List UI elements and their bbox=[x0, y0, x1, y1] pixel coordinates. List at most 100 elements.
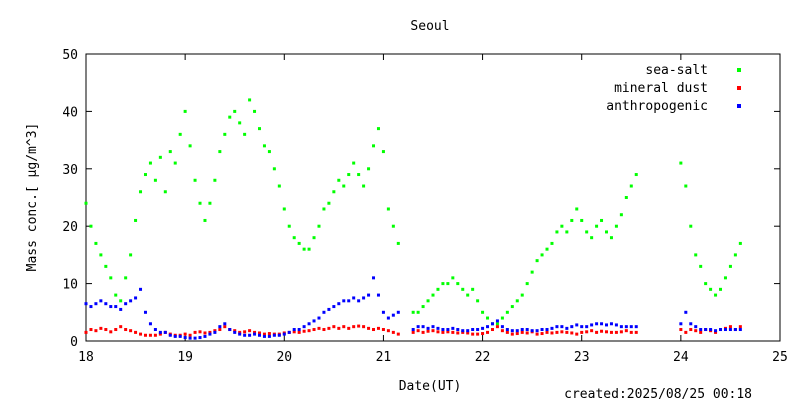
series-layer bbox=[84, 98, 742, 340]
data-point bbox=[104, 328, 108, 332]
data-point bbox=[510, 332, 514, 336]
data-point bbox=[575, 323, 579, 327]
data-point bbox=[362, 184, 366, 188]
data-point bbox=[634, 173, 638, 177]
data-point bbox=[342, 184, 346, 188]
data-point bbox=[441, 282, 445, 286]
x-axis-title: Date(UT) bbox=[399, 379, 462, 394]
data-point bbox=[733, 328, 737, 332]
data-point bbox=[446, 282, 450, 286]
data-point bbox=[694, 329, 698, 333]
data-point bbox=[694, 253, 698, 257]
data-point bbox=[451, 326, 455, 330]
data-point bbox=[714, 293, 718, 297]
data-point bbox=[243, 333, 247, 337]
data-point bbox=[243, 330, 247, 334]
data-point bbox=[248, 333, 252, 337]
data-point bbox=[694, 325, 698, 329]
data-point bbox=[94, 302, 98, 306]
data-point bbox=[327, 326, 331, 330]
data-point bbox=[679, 161, 683, 165]
data-point bbox=[253, 330, 257, 334]
data-point bbox=[104, 302, 108, 306]
data-point bbox=[684, 184, 688, 188]
data-point bbox=[312, 236, 316, 240]
data-point bbox=[714, 330, 718, 334]
data-point bbox=[267, 332, 271, 336]
data-point bbox=[431, 325, 435, 329]
data-point bbox=[218, 150, 222, 154]
data-point bbox=[600, 218, 604, 222]
data-point bbox=[223, 322, 227, 326]
data-point bbox=[168, 333, 172, 337]
data-point bbox=[272, 167, 276, 171]
data-point bbox=[381, 150, 385, 154]
data-point bbox=[396, 310, 400, 314]
data-point bbox=[218, 325, 222, 329]
data-point bbox=[307, 247, 311, 251]
data-point bbox=[505, 328, 509, 332]
data-point bbox=[297, 330, 301, 334]
data-point bbox=[495, 325, 499, 329]
data-point bbox=[158, 330, 162, 334]
data-point bbox=[277, 333, 281, 337]
data-point bbox=[446, 330, 450, 334]
data-point bbox=[302, 247, 306, 251]
data-point bbox=[134, 296, 138, 300]
data-point bbox=[213, 329, 217, 333]
data-point bbox=[376, 127, 380, 131]
data-point bbox=[372, 144, 376, 148]
legend-swatch bbox=[737, 86, 741, 90]
data-point bbox=[258, 333, 261, 337]
data-point bbox=[619, 213, 623, 217]
series-sea-salt bbox=[84, 98, 742, 326]
data-point bbox=[153, 178, 157, 182]
data-point bbox=[466, 293, 470, 297]
data-point bbox=[183, 109, 187, 113]
data-point bbox=[525, 328, 529, 332]
legend-label: mineral dust bbox=[614, 81, 708, 96]
data-point bbox=[520, 293, 524, 297]
data-point bbox=[535, 259, 539, 263]
data-point bbox=[139, 190, 143, 194]
data-point bbox=[580, 218, 584, 222]
data-point bbox=[312, 319, 316, 323]
legend-label: anthropogenic bbox=[606, 99, 708, 114]
data-point bbox=[426, 329, 430, 333]
data-point bbox=[262, 332, 266, 336]
data-point bbox=[590, 236, 594, 240]
data-point bbox=[262, 334, 266, 338]
data-point bbox=[119, 325, 123, 329]
data-point bbox=[193, 178, 197, 182]
data-point bbox=[545, 247, 549, 251]
data-point bbox=[728, 325, 732, 329]
data-point bbox=[367, 167, 371, 171]
data-point bbox=[476, 328, 480, 332]
data-point bbox=[357, 299, 361, 303]
data-point bbox=[723, 328, 727, 332]
data-point bbox=[500, 329, 504, 333]
data-point bbox=[699, 264, 703, 268]
data-point bbox=[486, 316, 490, 320]
data-point bbox=[208, 332, 212, 336]
data-point bbox=[223, 132, 227, 136]
created-timestamp: created:2025/08/25 00:18 bbox=[564, 387, 752, 400]
data-point bbox=[188, 144, 192, 148]
data-point bbox=[728, 328, 732, 332]
data-point bbox=[233, 109, 237, 113]
data-point bbox=[699, 328, 703, 332]
data-point bbox=[600, 322, 604, 326]
data-point bbox=[302, 325, 306, 329]
data-point bbox=[595, 322, 599, 326]
x-axis: 18 19 20 21 22 23 24 25 bbox=[78, 54, 788, 365]
data-point bbox=[114, 305, 118, 309]
data-point bbox=[282, 207, 286, 211]
data-point bbox=[614, 330, 618, 334]
data-point bbox=[327, 201, 331, 205]
data-point bbox=[451, 276, 455, 280]
data-point bbox=[153, 333, 157, 337]
data-point bbox=[416, 310, 420, 314]
data-point bbox=[357, 324, 361, 328]
data-point bbox=[461, 287, 465, 291]
data-point bbox=[203, 331, 207, 335]
